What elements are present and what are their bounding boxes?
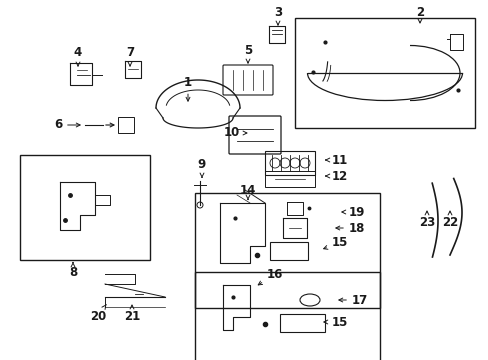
Text: 5: 5 <box>244 44 252 63</box>
Text: 16: 16 <box>258 267 283 285</box>
Text: 11: 11 <box>325 153 347 166</box>
Text: 14: 14 <box>239 184 256 199</box>
Text: 2: 2 <box>415 5 423 23</box>
Text: 20: 20 <box>90 305 106 323</box>
Text: 8: 8 <box>69 262 77 279</box>
Bar <box>195 272 379 360</box>
Bar <box>294 18 474 128</box>
Text: 4: 4 <box>74 46 82 66</box>
Bar <box>280 314 325 332</box>
Text: 17: 17 <box>338 293 367 306</box>
Text: 15: 15 <box>323 315 347 328</box>
Text: 10: 10 <box>224 126 246 139</box>
Text: 19: 19 <box>341 206 365 219</box>
Text: 18: 18 <box>335 221 365 234</box>
Bar <box>195 193 379 308</box>
Text: 1: 1 <box>183 76 192 101</box>
Bar <box>264 171 314 187</box>
Text: 3: 3 <box>273 5 282 25</box>
Bar <box>20 155 150 260</box>
Text: 6: 6 <box>54 118 80 131</box>
Bar <box>118 117 134 133</box>
Bar <box>269 242 307 260</box>
Text: 13: 13 <box>0 359 1 360</box>
Bar <box>264 151 314 175</box>
Text: 9: 9 <box>198 158 206 177</box>
Text: 21: 21 <box>123 305 140 323</box>
Text: 22: 22 <box>441 211 457 229</box>
Text: 15: 15 <box>323 237 347 249</box>
Text: 7: 7 <box>126 46 134 66</box>
Text: 12: 12 <box>325 170 347 183</box>
Text: 23: 23 <box>418 211 434 229</box>
